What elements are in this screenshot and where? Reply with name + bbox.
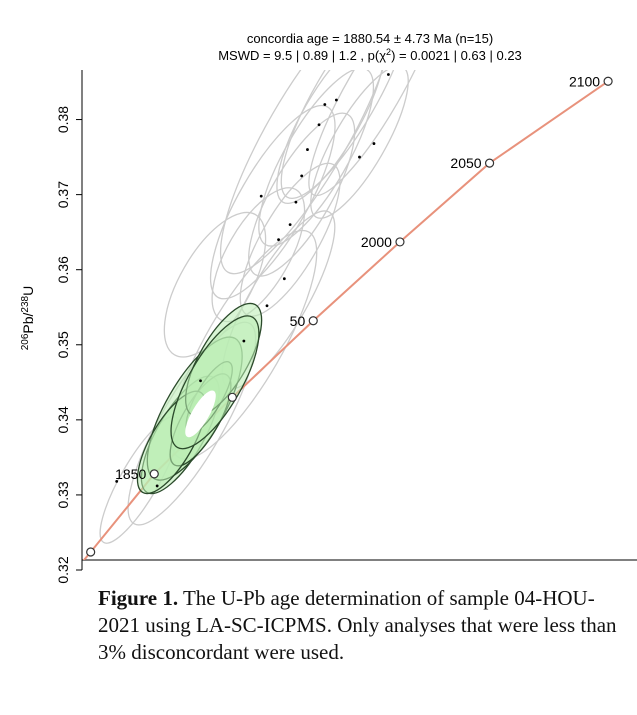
accepted-ellipse	[170, 315, 260, 450]
y-tick-label: 0.35	[55, 331, 71, 358]
age-label: 2050	[450, 155, 481, 171]
data-point	[372, 142, 376, 145]
chart-title-line-1: concordia age = 1880.54 ± 4.73 Ma (n=15)	[247, 31, 493, 46]
age-marker	[484, 158, 495, 168]
age-label: 50	[290, 313, 306, 329]
rejected-ellipse	[310, 70, 409, 219]
title-msdw-suffix: ) = 0.0021 | 0.63 | 0.23	[391, 48, 522, 63]
y-tick-label: 0.36	[55, 256, 71, 283]
data-point	[242, 339, 246, 343]
age-marker	[603, 76, 613, 86]
data-point	[265, 304, 269, 308]
data-point	[259, 194, 263, 198]
svg-text:206Pb/238U: 206Pb/238U	[20, 286, 36, 351]
y-tick-label: 0.37	[55, 181, 71, 208]
figure-label: Figure 1.	[98, 586, 179, 610]
title-msdw-prefix: MSWD = 9.5 | 0.89 | 1.2 , p(χ	[218, 48, 386, 63]
age-marker	[86, 547, 96, 557]
age-label: 2000	[361, 234, 392, 250]
age-marker	[395, 237, 405, 247]
data-point	[306, 148, 309, 151]
y-tick-label: 0.32	[55, 556, 71, 583]
rejected-ellipse	[211, 187, 306, 323]
data-point	[277, 238, 280, 242]
rejected-ellipse	[239, 162, 341, 317]
age-marker	[227, 392, 237, 402]
rejected-ellipse	[308, 70, 440, 197]
data-point	[294, 200, 298, 204]
figure-caption: Figure 1. The U-Pb age determination of …	[98, 585, 628, 666]
concordia-age-markers: 0 1850 50 2000 2050 2100	[75, 73, 613, 560]
ylabel-u: U	[20, 286, 36, 296]
data-point	[387, 73, 390, 76]
age-marker	[149, 469, 159, 479]
data-point	[115, 480, 119, 483]
data-point	[282, 277, 286, 281]
concordia-curve	[82, 80, 609, 560]
rejected-ellipse	[276, 70, 385, 205]
chart-title-line-2: MSWD = 9.5 | 0.89 | 1.2 , p(χ2) = 0.0021…	[218, 47, 522, 63]
accepted-ellipses	[136, 302, 263, 495]
data-points	[115, 73, 390, 488]
y-axis-ticks: 0.32 0.33 0.34 0.35 0.36 0.37 0.38	[55, 106, 82, 584]
data-point	[323, 103, 327, 106]
ylabel-sup-206: 206	[20, 333, 31, 350]
data-point	[358, 155, 361, 159]
data-point	[334, 98, 338, 102]
data-point	[317, 123, 321, 127]
rejected-ellipse	[248, 112, 356, 277]
age-marker	[308, 316, 318, 326]
title-msdw-sup: 2	[386, 47, 391, 57]
data-point	[199, 379, 202, 383]
age-label: 0	[75, 544, 83, 560]
concordia-plot: concordia age = 1880.54 ± 4.73 Ma (n=15)…	[20, 31, 637, 584]
rejected-ellipse	[219, 70, 396, 275]
figure-caption-text: The U-Pb age determination of sample 04-…	[98, 586, 617, 664]
ylabel-pb: Pb/	[20, 312, 36, 333]
data-point	[300, 174, 304, 178]
age-label: 2100	[569, 73, 600, 89]
concordia-age-ellipse	[185, 390, 216, 438]
y-axis-label: 206Pb/238U	[20, 286, 36, 351]
y-tick-label: 0.33	[55, 481, 71, 508]
data-point	[288, 223, 292, 227]
ylabel-sup-238: 238	[20, 295, 31, 312]
rejected-ellipse	[209, 104, 336, 300]
age-label: 1850	[115, 466, 146, 482]
data-point	[155, 484, 159, 488]
rejected-ellipse	[163, 211, 267, 358]
rejected-ellipse	[280, 70, 410, 200]
y-tick-label: 0.34	[55, 406, 71, 433]
y-tick-label: 0.38	[55, 106, 71, 133]
